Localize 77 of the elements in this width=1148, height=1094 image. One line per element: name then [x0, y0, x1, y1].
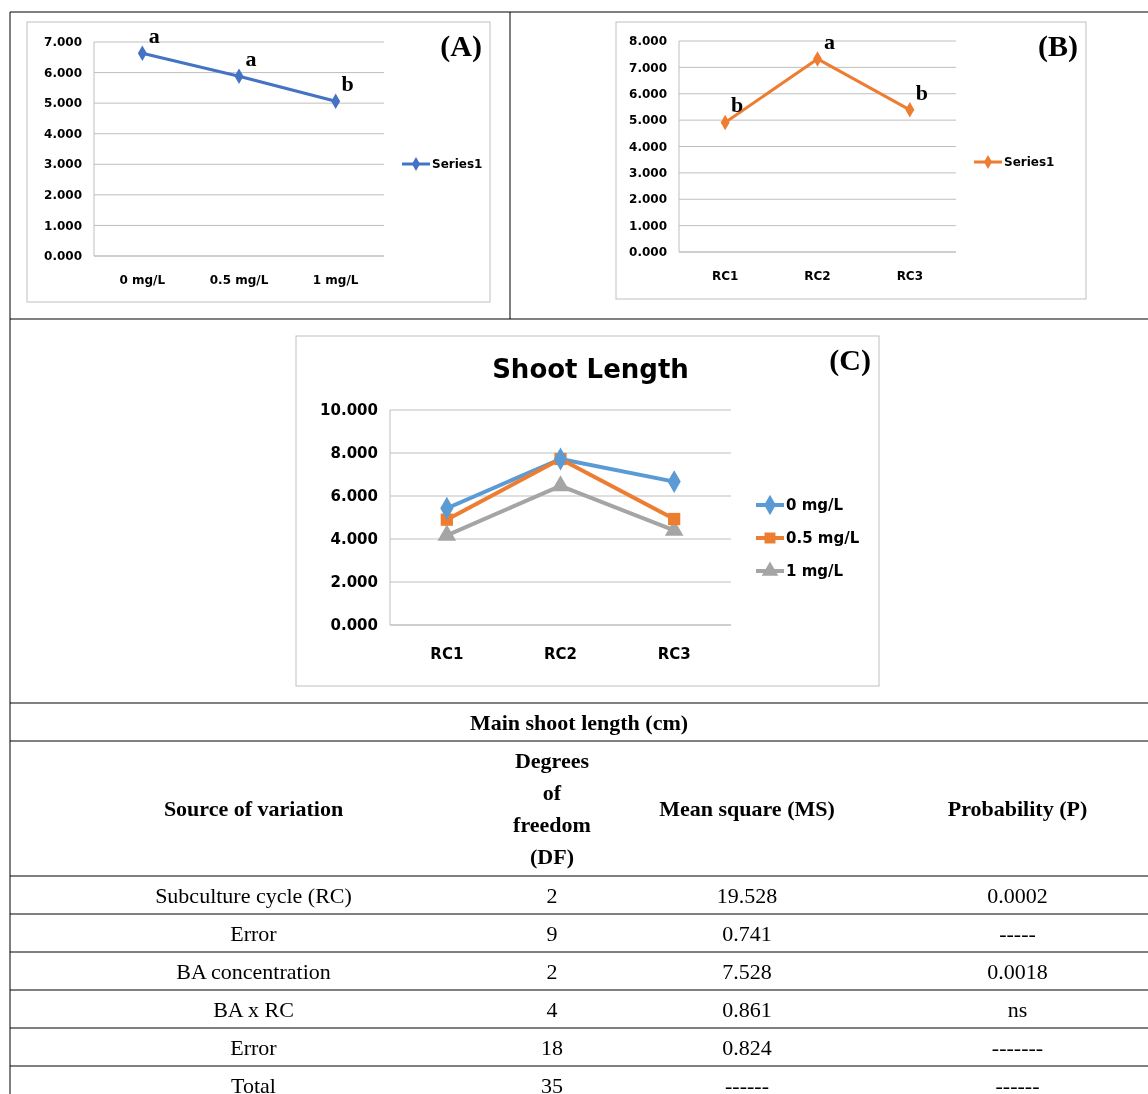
- text: 35: [541, 1072, 563, 1094]
- text: 4: [546, 996, 558, 1022]
- text: 19.528: [716, 882, 778, 908]
- text: 0.824: [722, 1034, 772, 1060]
- x-tick-label: RC1: [430, 645, 464, 663]
- text: (A): [440, 29, 482, 63]
- y-tick-label: 5.000: [44, 96, 82, 111]
- x-tick-label: RC1: [711, 269, 739, 283]
- x-tick-label: RC3: [896, 269, 924, 283]
- y-tick-label: 0.000: [330, 616, 378, 635]
- text: 9: [546, 920, 558, 946]
- text: ------: [995, 1072, 1040, 1094]
- legend-label: Series1: [432, 157, 483, 172]
- text: ns: [1007, 996, 1028, 1022]
- annotation: a: [148, 23, 160, 49]
- y-tick-label: 10.000: [320, 401, 378, 420]
- annotation: a: [824, 28, 835, 54]
- text: 0.861: [722, 996, 772, 1022]
- text: 0.0002: [987, 882, 1048, 908]
- text: 0.741: [722, 920, 772, 946]
- text: BA x RC: [213, 996, 294, 1022]
- text: (C): [829, 343, 871, 377]
- y-tick-label: 2.000: [330, 573, 378, 592]
- text: Error: [230, 1034, 278, 1060]
- chart-title: Shoot Length: [492, 354, 689, 384]
- text: Error: [230, 920, 278, 946]
- text: ------: [725, 1072, 769, 1094]
- x-tick-label: 0.5 mg/L: [209, 273, 269, 287]
- y-tick-label: 0.000: [44, 249, 82, 264]
- x-tick-label: RC3: [657, 645, 691, 663]
- annotation: b: [915, 79, 928, 105]
- y-tick-label: 1.000: [629, 218, 667, 233]
- text: Probability (P): [947, 796, 1088, 822]
- x-tick-label: RC2: [804, 269, 831, 283]
- y-tick-label: 6.000: [330, 487, 378, 506]
- point: [668, 512, 681, 526]
- legend-label: 0.5 mg/L: [786, 529, 860, 548]
- text: 0.0018: [987, 958, 1048, 984]
- annotation: a: [245, 46, 257, 72]
- source-note: Source of variation: [163, 796, 344, 822]
- annotation: b: [341, 71, 354, 97]
- text: Mean square (MS): [659, 796, 835, 822]
- legend-label: 1 mg/L: [786, 562, 844, 581]
- text: Main shoot length (cm): [469, 709, 689, 735]
- x-tick-label: RC2: [544, 645, 577, 663]
- text: Total: [231, 1072, 276, 1094]
- annotation: b: [731, 92, 744, 118]
- text: Subculture cycle (RC): [155, 882, 352, 908]
- y-tick-label: 7.000: [629, 60, 667, 75]
- y-tick-label: 4.000: [44, 126, 82, 141]
- y-tick-label: 4.000: [629, 139, 667, 154]
- y-tick-label: 0.000: [629, 245, 667, 260]
- y-tick-label: 8.000: [330, 444, 378, 463]
- y-tick-label: 5.000: [629, 113, 667, 128]
- y-tick-label: 6.000: [629, 86, 667, 101]
- x-tick-label: 0 mg/L: [119, 273, 166, 287]
- text: (B): [1038, 29, 1078, 63]
- legend-label: 0 mg/L: [786, 496, 844, 515]
- text: 18: [541, 1034, 563, 1060]
- y-tick-label: 7.000: [44, 35, 82, 50]
- y-tick-label: 6.000: [44, 65, 82, 80]
- text: -----: [999, 920, 1036, 946]
- y-tick-label: 4.000: [330, 530, 378, 549]
- y-tick-label: 2.000: [629, 192, 667, 207]
- text: -------: [991, 1034, 1044, 1060]
- legend-label: Series1: [1004, 155, 1055, 170]
- text: 2: [546, 882, 558, 908]
- text: 7.528: [722, 958, 772, 984]
- y-tick-label: 8.000: [629, 34, 667, 49]
- text: Degrees of freedom (DF): [513, 748, 591, 870]
- y-tick-label: 3.000: [44, 157, 82, 172]
- text: BA concentration: [176, 958, 331, 984]
- y-tick-label: 2.000: [44, 188, 82, 203]
- x-tick-label: 1 mg/L: [312, 273, 359, 287]
- y-tick-label: 3.000: [629, 166, 667, 181]
- y-tick-label: 1.000: [44, 218, 82, 233]
- text: 2: [546, 958, 558, 984]
